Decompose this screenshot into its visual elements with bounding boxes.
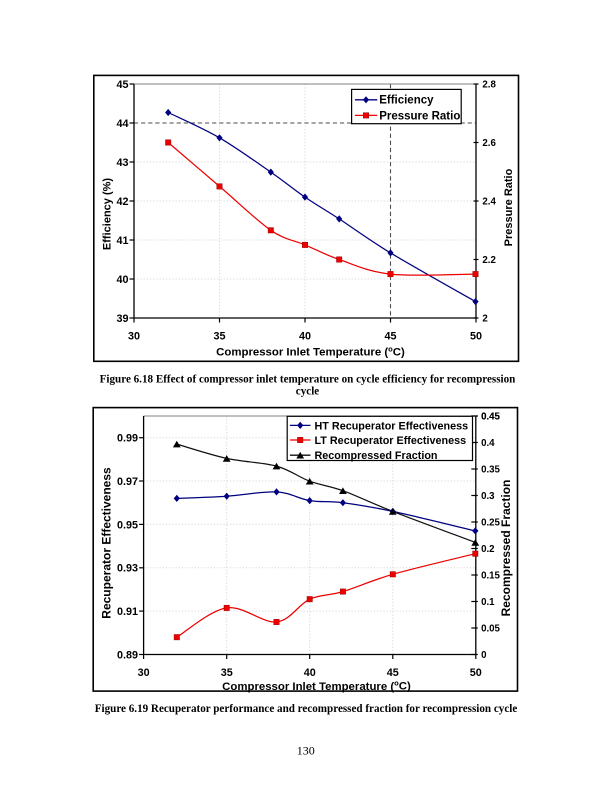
svg-text:40: 40 [299,331,311,343]
svg-text:39: 39 [116,313,128,325]
svg-text:Compressor Inlet Temperature (: Compressor Inlet Temperature (oC) [222,679,411,693]
svg-text:44: 44 [116,118,128,130]
svg-text:43: 43 [116,157,128,169]
svg-text:0.95: 0.95 [117,519,138,531]
svg-text:2: 2 [482,314,487,325]
svg-text:HT Recuperator Effectiveness: HT Recuperator Effectiveness [315,420,469,432]
svg-text:Figure 6.18 Effect of compress: Figure 6.18 Effect of compressor inlet t… [100,373,516,385]
svg-text:0.3: 0.3 [481,491,495,502]
svg-text:0.2: 0.2 [481,544,494,555]
svg-text:45: 45 [116,79,128,91]
svg-text:35: 35 [221,667,233,679]
svg-text:Pressure Ratio: Pressure Ratio [379,110,460,122]
svg-text:0.4: 0.4 [481,438,495,449]
svg-text:2.2: 2.2 [482,255,495,266]
svg-text:0.89: 0.89 [117,649,138,661]
svg-text:0.99: 0.99 [117,433,138,445]
svg-text:0.45: 0.45 [481,412,500,423]
svg-text:LT Recuperator Effectiveness: LT Recuperator Effectiveness [315,435,467,447]
svg-text:0.35: 0.35 [481,465,500,476]
svg-text:Recuperator Effectiveness: Recuperator Effectiveness [100,467,114,619]
svg-text:0: 0 [481,650,486,661]
svg-text:0.91: 0.91 [117,606,138,618]
svg-text:cycle: cycle [296,385,319,397]
svg-text:Recompressed Fraction: Recompressed Fraction [499,480,513,617]
svg-text:2.8: 2.8 [482,80,496,91]
svg-text:0.93: 0.93 [117,563,138,575]
svg-text:Recompressed Fraction: Recompressed Fraction [315,450,438,462]
svg-text:Compressor Inlet Temperature (: Compressor Inlet Temperature (oC) [216,344,405,358]
svg-text:50: 50 [470,331,482,343]
svg-text:0.05: 0.05 [481,624,500,635]
svg-text:0.45: 0.45 [481,412,500,423]
svg-text:Figure 6.19 Recuperator perfor: Figure 6.19 Recuperator performance and … [95,703,518,715]
svg-text:30: 30 [128,331,140,343]
svg-text:35: 35 [213,331,225,343]
svg-text:45: 45 [387,667,399,679]
svg-text:0.25: 0.25 [481,518,500,529]
svg-text:Efficiency (%): Efficiency (%) [101,178,113,250]
svg-text:40: 40 [116,274,128,286]
svg-text:Efficiency: Efficiency [379,95,434,107]
svg-text:0.1: 0.1 [481,597,495,608]
svg-text:50: 50 [470,667,482,679]
svg-text:40: 40 [304,667,316,679]
svg-text:2.6: 2.6 [482,138,496,149]
svg-text:0.15: 0.15 [481,571,500,582]
svg-text:130: 130 [297,743,315,757]
svg-text:41: 41 [116,235,128,247]
svg-text:45: 45 [384,331,396,343]
svg-text:Pressure Ratio: Pressure Ratio [503,168,515,246]
svg-text:2.4: 2.4 [482,197,496,208]
svg-text:42: 42 [116,196,128,208]
svg-text:0.97: 0.97 [117,476,138,488]
svg-text:30: 30 [138,667,150,679]
